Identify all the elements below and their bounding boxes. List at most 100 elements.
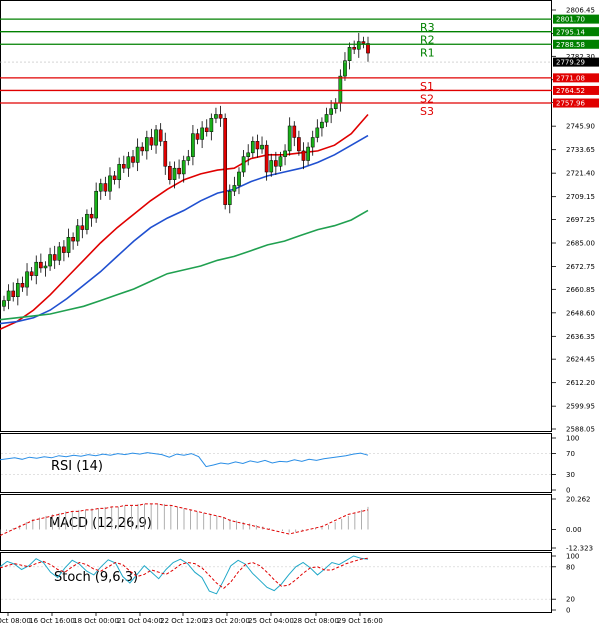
candle-body [269,160,274,173]
candle-body [112,175,117,180]
indicator-tick-label: 0.00 [566,526,582,534]
candle-body [43,265,48,269]
candle-body [186,156,191,161]
candle-body [297,137,301,152]
price-tick-label: 2733.65 [566,146,595,154]
price-tick-label: 2660.85 [566,286,595,294]
stoch-panel-frame [0,552,552,613]
price-tick-label: 2599.95 [566,403,595,411]
price-tick-label: 2697.25 [566,216,595,224]
candle-body [250,141,255,154]
stoch-title: Stoch (9,6,3) [54,570,138,585]
candle-body [158,129,163,142]
indicator-tick-label: 30 [566,471,575,479]
candle-body [25,271,29,288]
candle-body [103,183,108,192]
candle-body [39,261,43,269]
candle-body [195,133,200,140]
indicator-tick-label: 20 [566,596,575,604]
stoch-panel: Stoch (9,6,3) 100 80 20 0 [0,553,579,615]
rsi-title: RSI (14) [51,459,103,474]
candle-body [214,114,218,119]
indicator-tick-label: 80 [566,563,575,571]
pivot-level-value: 2757.96 [556,100,585,108]
time-tick-label: 21 Oct 04:00 [117,617,163,625]
candle-body [29,271,34,276]
candle-body [66,236,71,253]
candle-body [135,146,140,163]
candle-body [163,141,168,167]
candle-body [352,47,357,50]
candle-body [329,108,333,115]
candle-body [283,150,287,157]
price-tick-label: 2612.20 [566,379,595,387]
candle-body [366,43,370,54]
candle-body [315,127,320,138]
pivot-level-badge [553,73,599,83]
candle-body [237,171,241,186]
candle-body [75,225,80,242]
pivot-level-name: S1 [420,80,434,93]
candle-body [15,283,20,297]
candle-body [264,144,269,173]
stoch-d-line [0,557,369,590]
pivot-level-name: S2 [420,92,434,105]
moving-average-line [0,209,369,321]
pivot-level-badge [553,98,599,108]
pivot-level-value: 2801.70 [556,16,585,24]
candle-body [177,167,181,175]
price-panel-frame [0,0,552,432]
pivot-level-value: 2788.58 [556,41,585,49]
price-tick-label: 2672.75 [566,263,595,271]
macd-signal-line [0,503,369,536]
time-tick-label: 28 Oct 08:00 [293,617,339,625]
indicator-tick-label: -12.323 [566,545,593,553]
candle-body [200,127,204,140]
candle-body [140,146,145,152]
candle-body [144,137,149,152]
candle-body [278,156,283,167]
candle-body [333,102,338,109]
candle-body [121,164,126,169]
candle-body [131,156,135,163]
pivot-level-name: S3 [420,105,434,118]
price-tick-label: 2588.05 [566,426,595,434]
candle-body [149,137,154,146]
candlestick-series [2,32,370,312]
candle-body [191,133,195,157]
candle-body [94,190,99,219]
pivot-level-name: R1 [420,46,435,59]
candle-body [48,254,52,267]
candle-body [34,261,39,276]
candle-body [347,47,352,61]
candle-body [117,164,122,180]
price-tick-label: 2782.30 [566,53,595,61]
candle-body [6,290,11,301]
pivot-level-name: R2 [420,34,435,47]
pivot-level-badge [553,14,599,24]
stoch-k-line [0,555,369,595]
candle-body [273,160,278,167]
candle-body [20,283,25,288]
pivot-level-value: 2764.52 [556,87,585,95]
candle-body [108,175,112,192]
candle-body [62,246,66,253]
indicator-tick-label: 0 [566,487,570,495]
candle-body [301,150,306,161]
price-tick-label: 2721.40 [566,170,595,178]
candle-body [98,183,103,192]
candle-body [292,125,297,138]
candle-body [343,60,347,77]
candle-body [209,118,214,132]
candle-body [287,125,292,152]
indicator-tick-label: 70 [566,450,575,458]
candle-body [172,167,177,180]
current-price-label: 2779.29 [556,59,585,67]
price-tick-label: 2709.15 [566,193,595,201]
rsi-line [0,452,369,468]
indicator-tick-label: 0 [566,607,570,615]
candle-body [361,41,366,44]
pivot-levels: 2801.70 R3 2795.14 R2 2788.58 R1 2771.08 S1 2764… [0,14,599,118]
pivot-level-badge [553,85,599,95]
